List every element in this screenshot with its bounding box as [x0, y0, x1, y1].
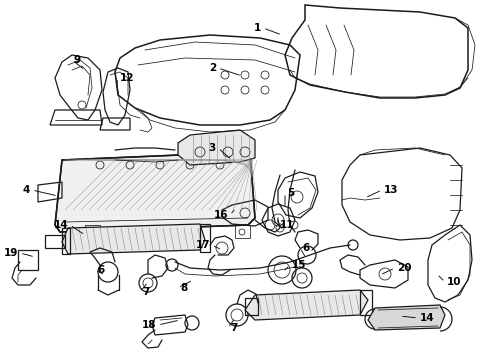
Text: 18: 18: [141, 320, 156, 330]
Text: 15: 15: [291, 260, 306, 270]
Text: 12: 12: [120, 73, 134, 83]
Text: 3: 3: [208, 143, 216, 153]
Polygon shape: [178, 130, 254, 165]
Polygon shape: [244, 290, 367, 320]
Text: 10: 10: [446, 277, 461, 287]
Text: 7: 7: [229, 323, 237, 333]
Polygon shape: [62, 224, 204, 254]
Text: 17: 17: [195, 240, 209, 250]
Text: 9: 9: [74, 55, 81, 65]
Text: 14: 14: [53, 220, 68, 230]
Text: 20: 20: [396, 263, 411, 273]
Text: 16: 16: [213, 210, 227, 220]
Text: 14: 14: [419, 313, 434, 323]
Polygon shape: [55, 152, 254, 232]
Text: 4: 4: [22, 185, 30, 195]
Text: 6: 6: [302, 243, 308, 253]
Text: 1: 1: [253, 23, 261, 33]
Text: 5: 5: [286, 188, 294, 198]
Polygon shape: [367, 305, 444, 330]
Text: 11: 11: [280, 220, 294, 230]
Text: 7: 7: [142, 287, 149, 297]
Text: 2: 2: [208, 63, 216, 73]
Text: 8: 8: [180, 283, 187, 293]
Text: 13: 13: [383, 185, 398, 195]
Text: 6: 6: [97, 265, 104, 275]
Text: 19: 19: [3, 248, 18, 258]
